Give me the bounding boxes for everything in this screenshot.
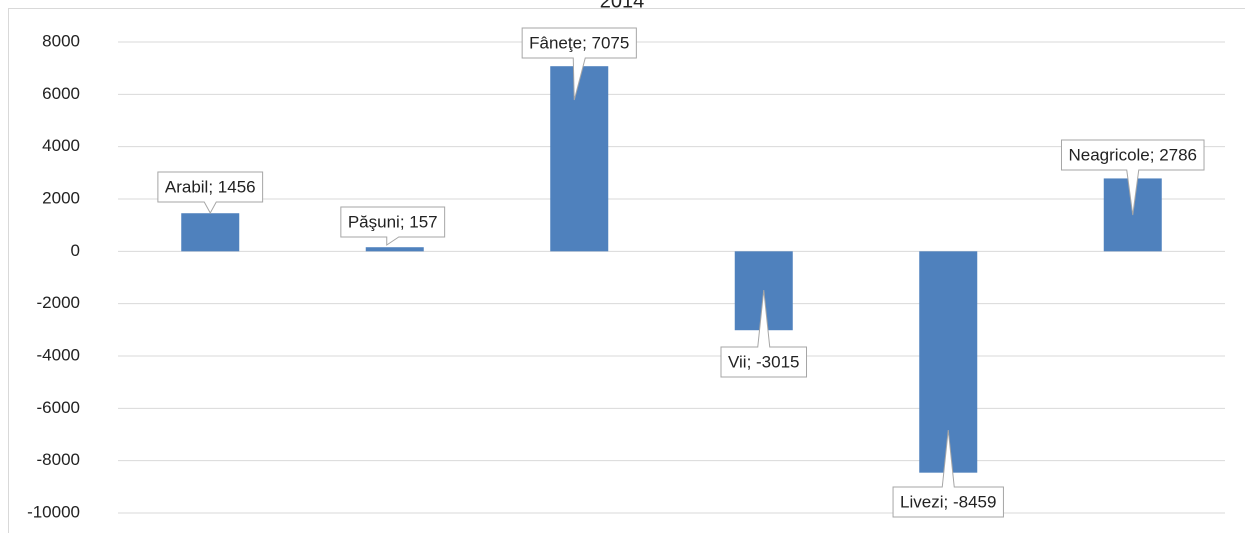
bar (181, 213, 240, 252)
data-label: Livezi; -8459 (900, 492, 996, 511)
data-label: Neagricole; 2786 (1068, 145, 1197, 164)
y-tick-label: -6000 (37, 398, 80, 417)
y-tick-label: -8000 (37, 450, 80, 469)
y-tick-label: 2000 (42, 188, 80, 207)
y-tick-label: -4000 (37, 345, 80, 364)
bar (365, 247, 424, 252)
callout (1060, 139, 1205, 216)
callout (157, 171, 264, 215)
callout (720, 289, 808, 378)
data-label: Fâneţe; 7075 (529, 33, 629, 52)
y-tick-label: 4000 (42, 136, 80, 155)
y-tick-label: 8000 (42, 31, 80, 50)
callout (892, 429, 1004, 518)
y-tick-label: 6000 (42, 84, 80, 103)
y-tick-label: -2000 (37, 293, 80, 312)
callout (340, 206, 446, 246)
y-tick-label: 0 (71, 241, 80, 260)
chart-title: 2014 (600, 0, 645, 12)
data-label: Vii; -3015 (728, 352, 800, 371)
y-tick-label: -10000 (27, 502, 80, 521)
bar (550, 66, 609, 252)
data-label: Păşuni; 157 (348, 212, 438, 231)
data-label: Arabil; 1456 (165, 177, 256, 196)
callout (521, 27, 637, 101)
